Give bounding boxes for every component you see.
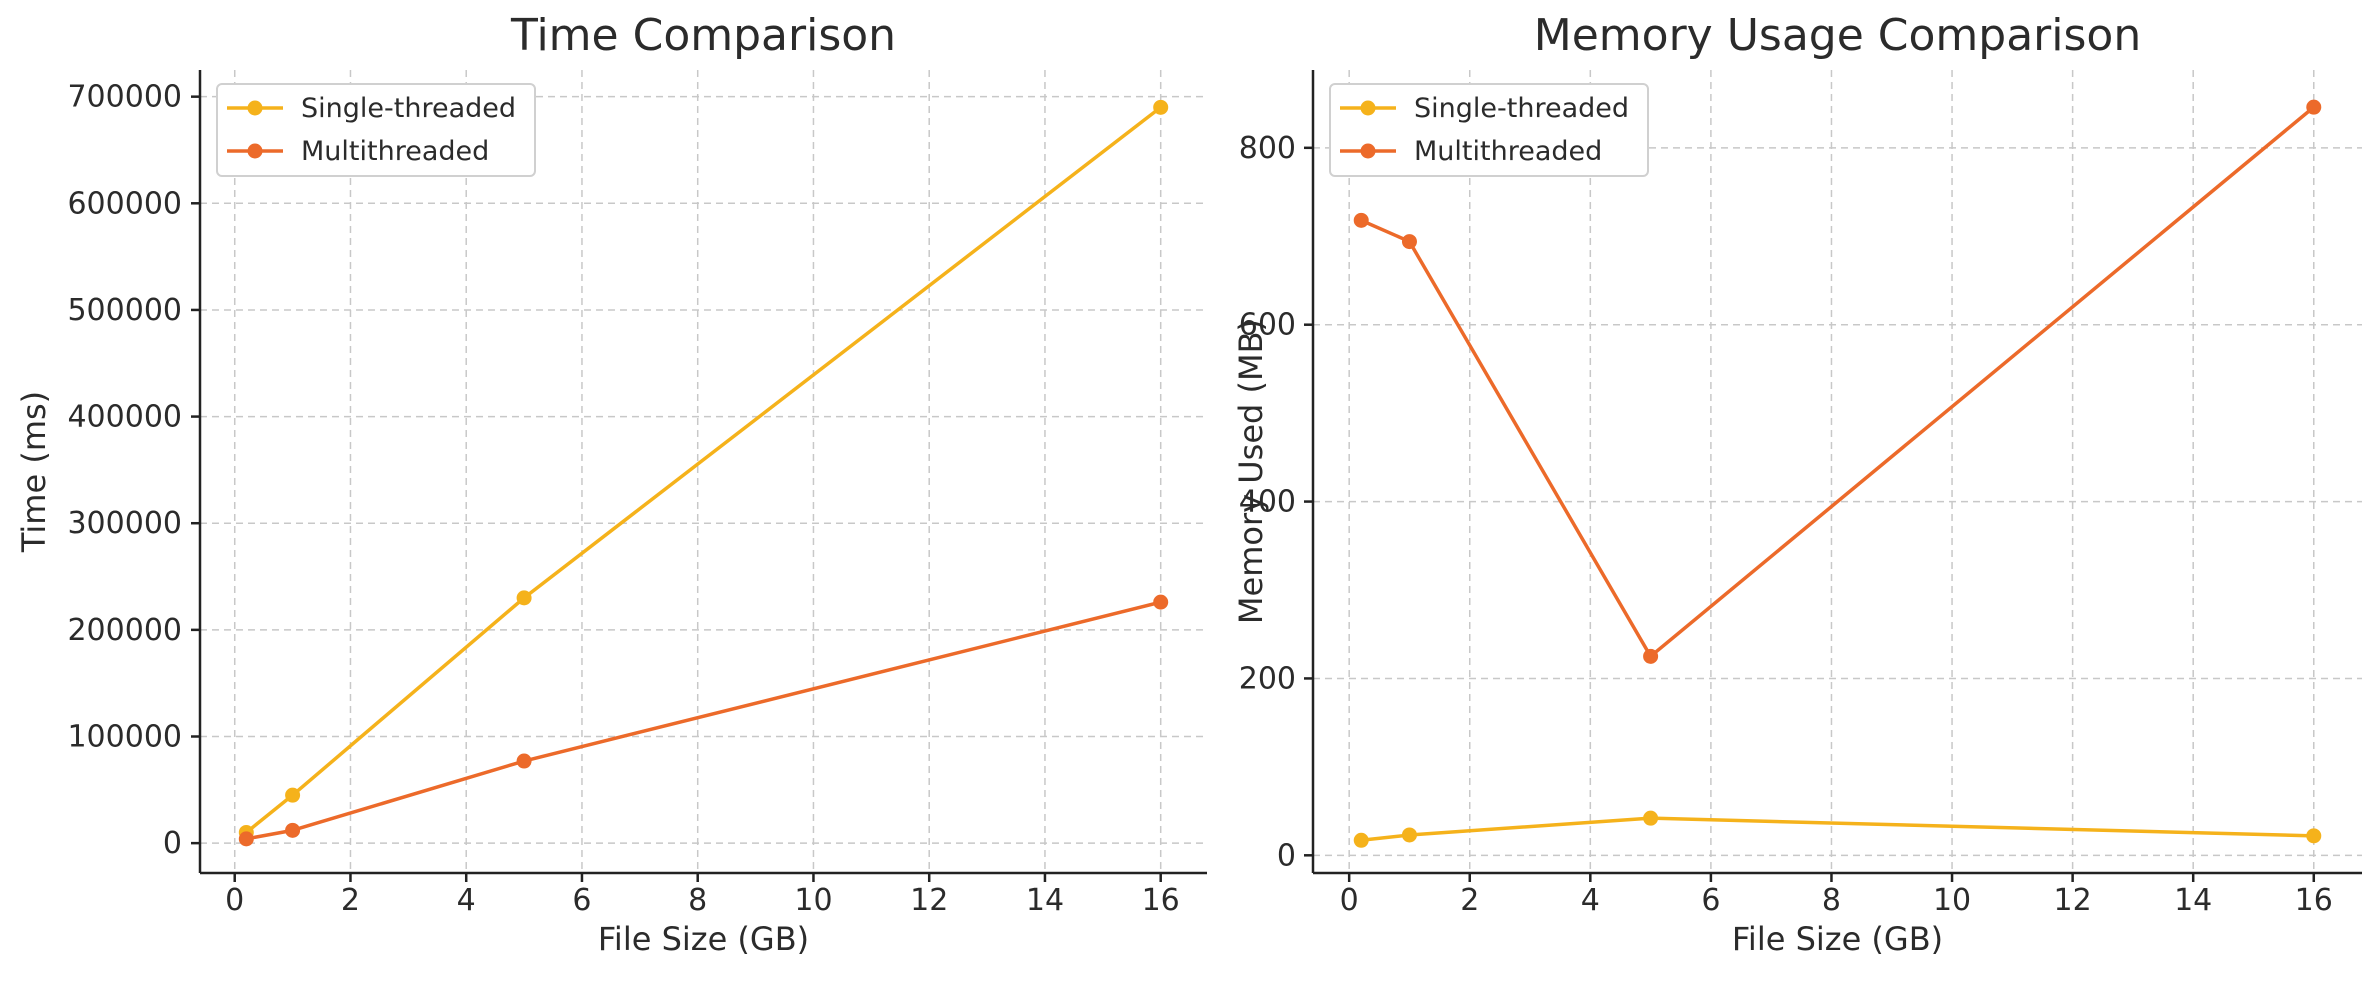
x-tick-label: 0 (225, 883, 244, 918)
x-axis-label: File Size (GB) (598, 920, 809, 958)
legend-marker (1360, 143, 1376, 159)
x-tick-label: 10 (794, 883, 832, 918)
x-tick-label: 14 (1026, 883, 1064, 918)
y-tick-label: 600 (1239, 308, 1296, 343)
x-tick-label: 10 (1933, 883, 1971, 918)
y-tick-label: 400 (1239, 485, 1296, 520)
x-tick-label: 2 (341, 883, 360, 918)
y-tick-label: 500000 (67, 293, 182, 328)
data-point (238, 831, 254, 847)
y-tick-label: 100000 (67, 720, 182, 755)
y-tick-label: 300000 (67, 506, 182, 541)
data-point (516, 590, 532, 606)
x-tick-label: 12 (910, 883, 948, 918)
legend-label: Single-threaded (1414, 93, 1629, 124)
chart-title: Memory Usage Comparison (1534, 10, 2141, 61)
y-tick-label: 0 (163, 826, 182, 861)
x-tick-label: 16 (2295, 883, 2333, 918)
x-tick-label: 2 (1460, 883, 1479, 918)
legend-frame (216, 83, 536, 177)
x-tick-label: 16 (1142, 883, 1180, 918)
data-point (1401, 827, 1417, 843)
x-tick-label: 8 (1822, 883, 1841, 918)
legend-label: Multithreaded (301, 136, 489, 167)
data-point (1153, 99, 1169, 115)
legend: Single-threaded Multithreaded (1329, 83, 1649, 177)
data-point (2306, 828, 2322, 844)
x-tick-label: 6 (572, 883, 591, 918)
data-point (285, 787, 301, 803)
data-point (1353, 832, 1369, 848)
legend: Single-threaded Multithreaded (216, 83, 536, 177)
y-tick-label: 800 (1239, 131, 1296, 166)
data-point (1401, 234, 1417, 250)
y-tick-label: 400000 (67, 400, 182, 435)
x-tick-label: 4 (1581, 883, 1600, 918)
y-tick-label: 600000 (67, 186, 182, 221)
y-tick-label: 200000 (67, 613, 182, 648)
x-tick-label: 12 (2054, 883, 2092, 918)
data-point (1153, 594, 1169, 610)
data-point (1353, 212, 1369, 228)
y-axis-label: Memory Used (MB) (1232, 319, 1270, 624)
legend-label: Multithreaded (1414, 136, 1602, 167)
series-line-multithreaded (245, 600, 1162, 841)
x-axis-label: File Size (GB) (1732, 920, 1943, 958)
legend-frame (1329, 83, 1649, 177)
chart-title: Time Comparison (510, 10, 896, 61)
legend-marker (247, 143, 263, 159)
series-line-single-threaded (1361, 816, 2314, 843)
chart-panel-2: 0 2 4 6 8 10 12 14 16 0 200 400 600 800 Memory Usage C… (1232, 10, 2362, 958)
x-tick-label: 14 (2174, 883, 2212, 918)
legend-label: Single-threaded (301, 93, 516, 124)
y-tick-label: 700000 (67, 80, 182, 115)
data-point (2306, 99, 2322, 115)
data-point (516, 753, 532, 769)
data-point (1643, 648, 1659, 664)
legend-marker (1360, 100, 1376, 116)
series-line-multithreaded (1360, 105, 2315, 659)
y-tick-label: 0 (1277, 838, 1296, 873)
x-tick-label: 6 (1701, 883, 1720, 918)
x-tick-label: 8 (688, 883, 707, 918)
data-point (285, 822, 301, 838)
y-axis-label: Time (ms) (15, 391, 53, 553)
legend-marker (247, 100, 263, 116)
y-tick-label: 200 (1239, 661, 1296, 696)
x-tick-label: 0 (1340, 883, 1359, 918)
x-tick-label: 4 (457, 883, 476, 918)
series-line-single-threaded (245, 105, 1162, 834)
data-point (1643, 810, 1659, 826)
chart-panel-1: 0 2 4 6 8 10 12 14 16 0 100000 200000 300000 400000 50… (15, 10, 1207, 958)
